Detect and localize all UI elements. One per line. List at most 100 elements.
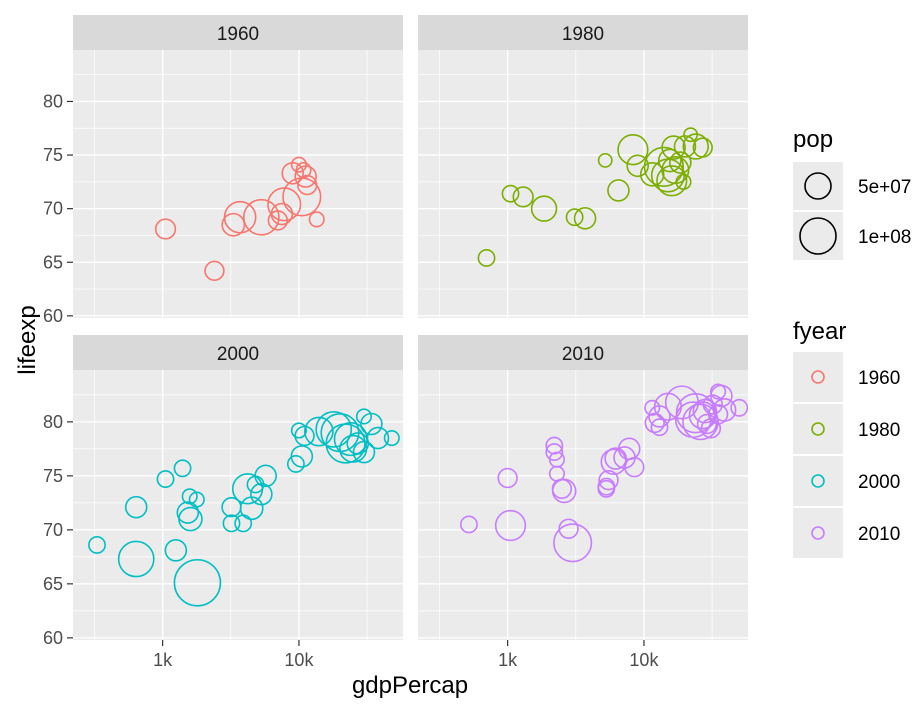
data-point: [674, 401, 712, 439]
data-point: [303, 416, 334, 447]
data-point: [242, 198, 280, 236]
data-point: [290, 156, 308, 173]
panel-background: [418, 370, 748, 640]
data-point: [707, 404, 729, 425]
facet-strip-label: 1960: [217, 24, 259, 45]
data-point: [617, 134, 649, 166]
legend-label: 1e+08: [858, 227, 911, 248]
panel-points: [154, 156, 325, 282]
data-point: [294, 425, 315, 447]
legend-label: 2010: [858, 524, 900, 545]
y-tick-label: 65: [43, 574, 63, 594]
y-axis-title: lifeexp: [14, 305, 41, 374]
data-point: [355, 408, 373, 425]
data-point: [295, 161, 312, 179]
facet-strip: [418, 15, 748, 50]
data-point: [712, 398, 737, 422]
data-point: [494, 509, 527, 542]
data-point: [624, 457, 645, 478]
y-tick-label: 60: [43, 628, 63, 648]
facet-strip-label: 2010: [562, 344, 604, 365]
data-point: [221, 212, 246, 237]
x-axis-title: gdpPercap: [352, 672, 468, 699]
panel-background: [73, 370, 403, 640]
data-point: [530, 195, 558, 222]
data-point: [178, 506, 203, 532]
legend-key-background: [793, 404, 843, 454]
y-tick-label: 75: [43, 145, 63, 165]
legend-size-key: [804, 172, 832, 200]
panel-points: [88, 408, 400, 607]
data-point: [626, 154, 650, 178]
data-point: [597, 479, 616, 498]
data-point: [333, 422, 368, 457]
data-point: [545, 443, 564, 462]
data-point: [459, 515, 478, 534]
facet-panel-2010: 2010: [418, 335, 748, 640]
y-tick-label: 80: [43, 91, 63, 111]
legend-color-key: [811, 526, 825, 540]
legend-label: 1960: [858, 368, 900, 389]
data-point: [545, 436, 564, 455]
facet-panel-2000: 2000: [73, 335, 403, 640]
data-point: [497, 467, 518, 489]
data-point: [597, 152, 613, 168]
facet-panel-1960: 1960: [73, 15, 403, 318]
panel-background: [73, 50, 403, 318]
data-point: [643, 146, 685, 188]
legend-label: 2000: [858, 472, 900, 493]
data-point: [176, 501, 200, 524]
axes: 60 65 70 75 80 60 65 70 75 80 1k 10k 1k 10k: [43, 91, 659, 670]
legend-key-background: [793, 162, 843, 210]
legend-label: 5e+07: [858, 177, 911, 198]
data-point: [383, 429, 400, 447]
data-point: [573, 207, 597, 230]
data-point: [352, 440, 376, 464]
data-point: [648, 405, 671, 428]
data-point: [657, 148, 682, 173]
data-point: [222, 514, 241, 533]
data-point: [661, 155, 690, 185]
x-tick-label: 10k: [284, 650, 314, 670]
data-point: [501, 184, 520, 203]
y-tick-label: 75: [43, 466, 63, 486]
data-point: [156, 470, 175, 489]
data-point: [692, 137, 713, 158]
data-point: [188, 491, 205, 508]
x-tick-label: 1k: [498, 650, 518, 670]
data-point: [639, 162, 665, 187]
data-point: [124, 495, 148, 519]
facet-strip: [418, 335, 748, 370]
data-point: [117, 540, 155, 578]
data-point: [290, 422, 308, 439]
y-tick-label: 70: [43, 520, 63, 540]
panel-points: [477, 127, 713, 267]
legend-key-background: [793, 456, 843, 506]
data-point: [254, 464, 277, 488]
data-point: [644, 399, 661, 416]
legend-title-pop: pop: [793, 126, 833, 153]
x-tick-label: 1k: [153, 650, 173, 670]
y-tick-label: 80: [43, 412, 63, 432]
data-point: [607, 179, 630, 202]
data-point: [88, 536, 106, 554]
panel-background: [418, 50, 748, 318]
legend-size-key: [799, 217, 837, 255]
data-point: [644, 412, 665, 434]
data-point: [315, 411, 353, 448]
legend-key-background: [793, 508, 843, 558]
facet-strip-label: 1980: [562, 24, 604, 45]
legend: pop 5e+07 1e+08 fyear 1960 1980 2000 2010: [793, 126, 911, 558]
facet-strip: [73, 335, 403, 370]
data-point: [551, 478, 577, 504]
facet-panel-1980: 1980: [418, 15, 748, 318]
data-point: [308, 211, 325, 228]
data-point: [154, 218, 177, 240]
data-point: [553, 523, 593, 563]
data-point: [223, 200, 257, 234]
data-point: [290, 445, 314, 468]
data-point: [267, 187, 302, 222]
data-point: [650, 418, 669, 437]
legend-key-background: [793, 352, 843, 402]
facet-strip: [73, 15, 403, 50]
